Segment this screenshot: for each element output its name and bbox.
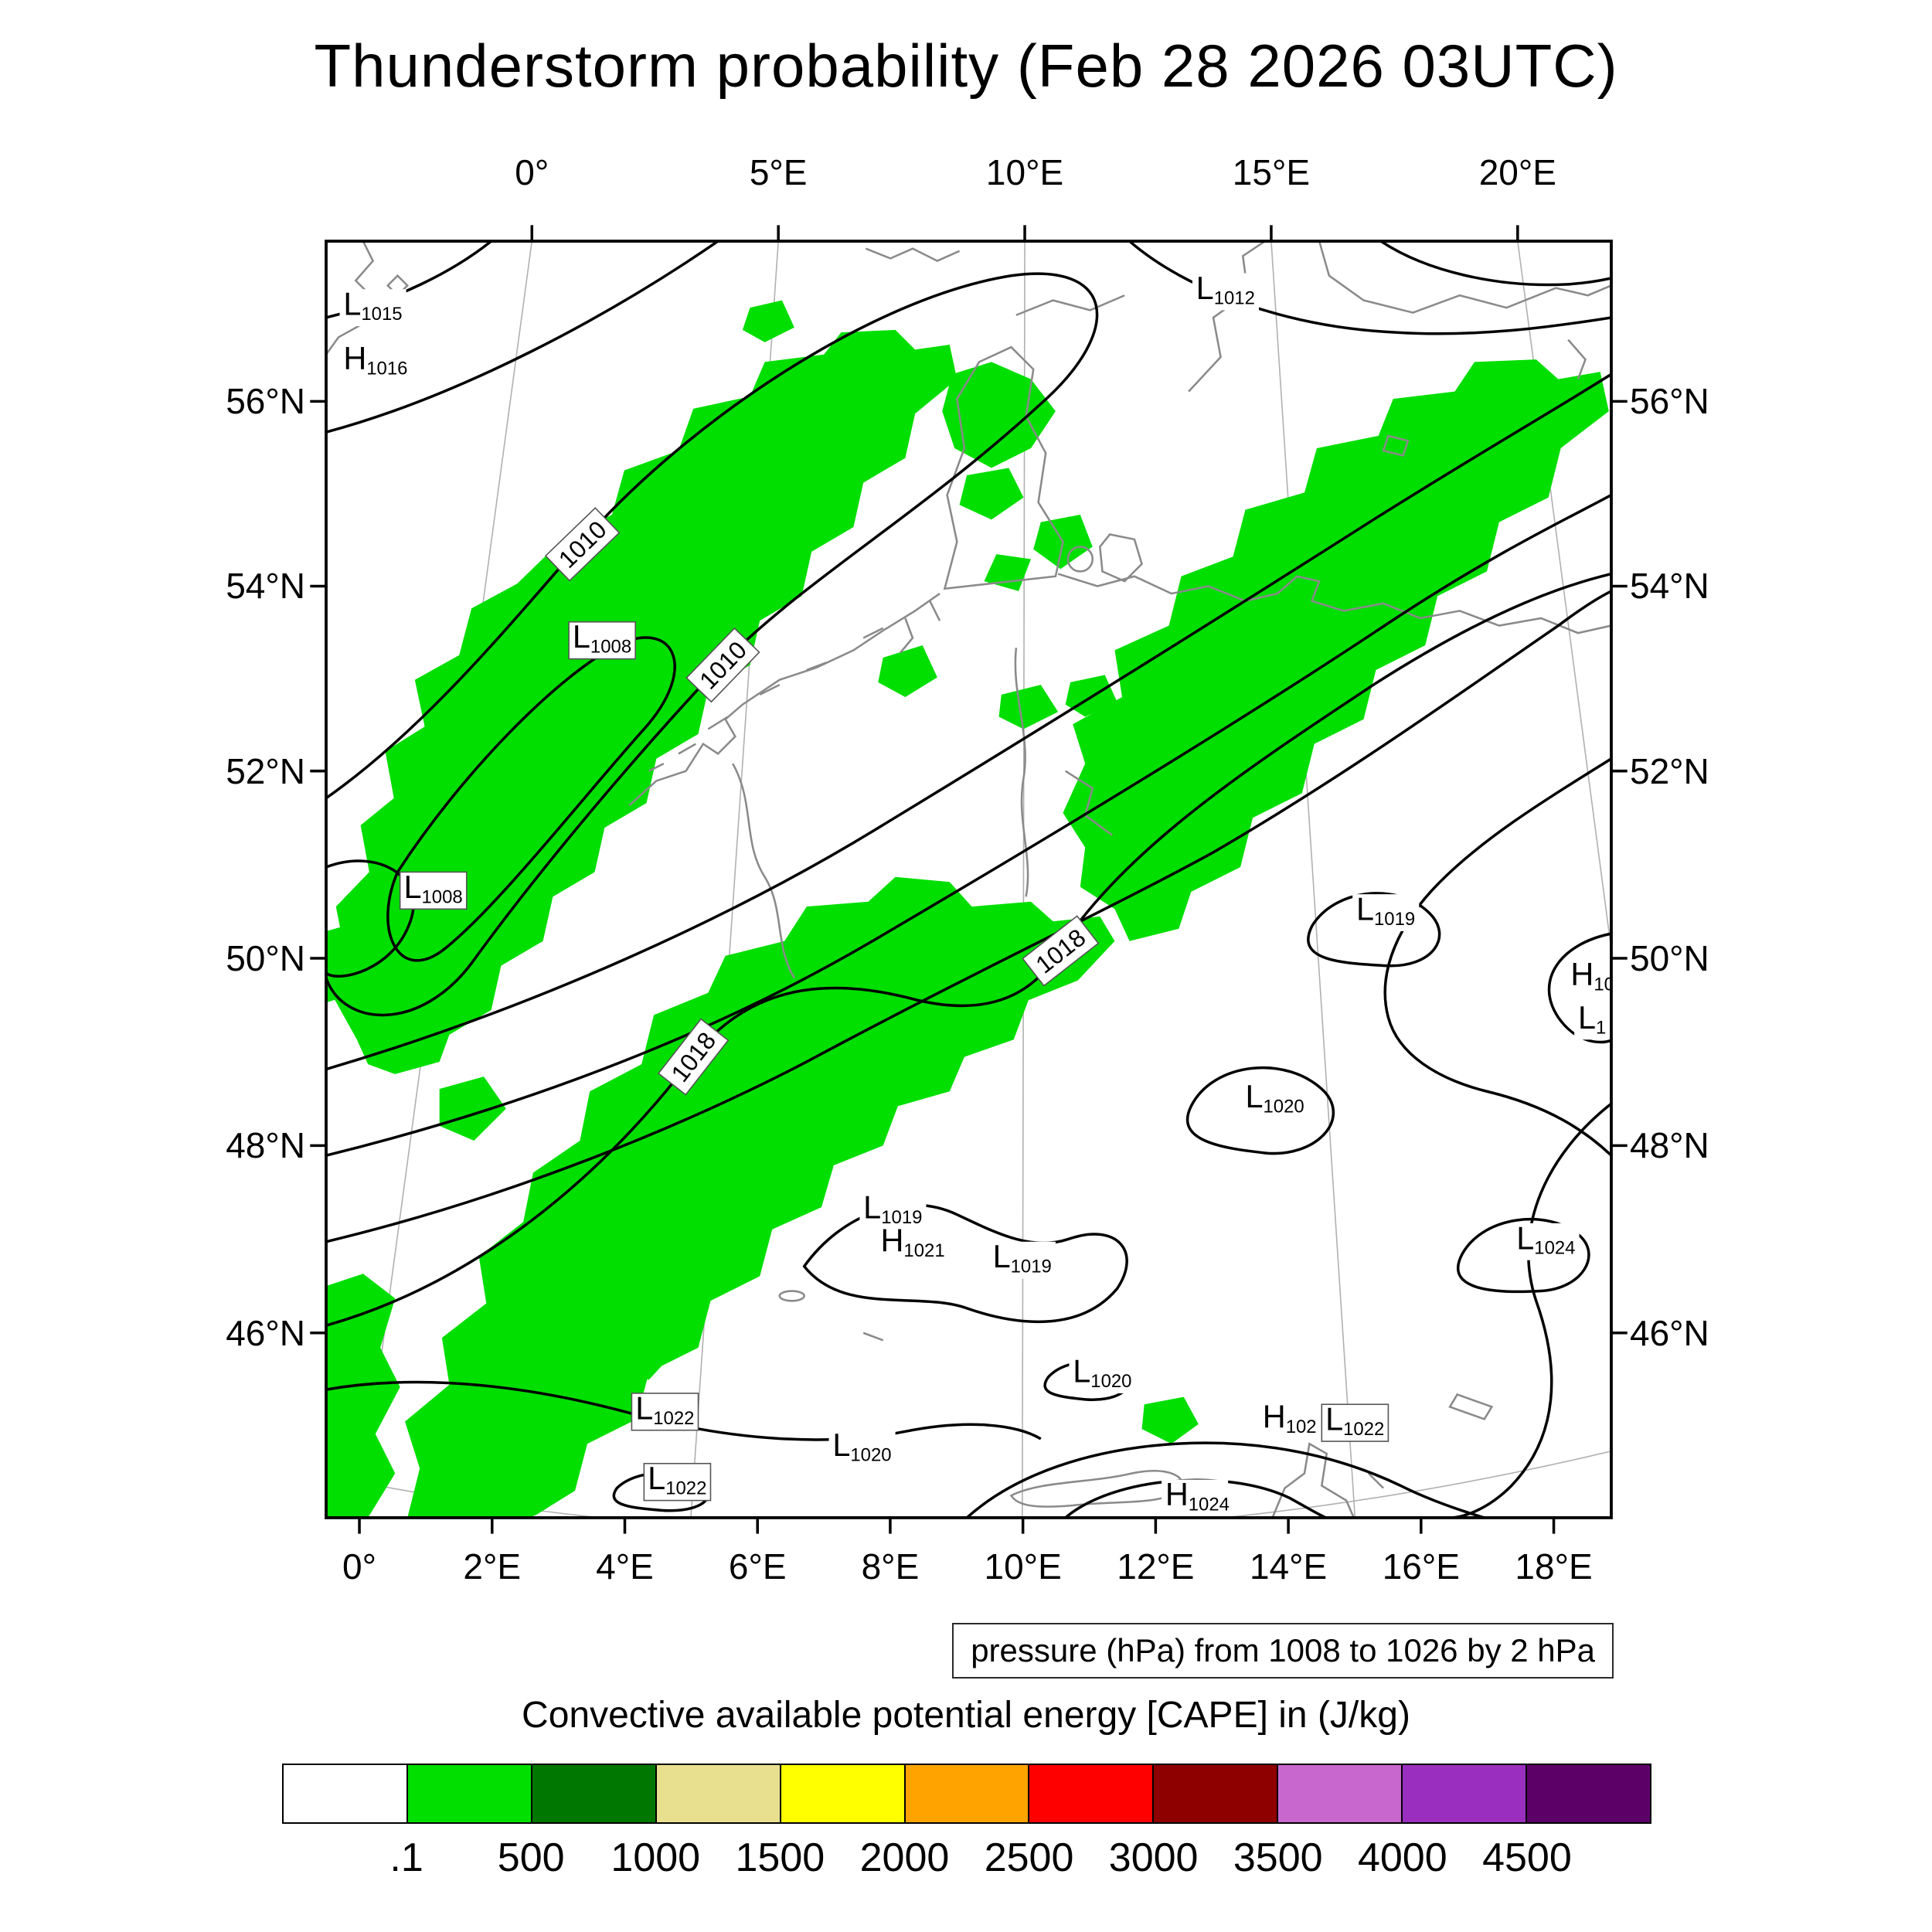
axis-tick-label: 20°E <box>1478 152 1556 192</box>
axis-tick-label: 50°N <box>1630 937 1709 978</box>
pressure-center-label: L1008 <box>399 869 468 910</box>
axis-tick-label: 46°N <box>1630 1312 1709 1353</box>
colorbar-cell <box>905 1765 1030 1822</box>
pressure-center-label: H102 <box>1258 1399 1317 1439</box>
colorbar-cell <box>1403 1765 1528 1822</box>
pressure-center-label: L1019 <box>988 1238 1056 1279</box>
colorbar-cell <box>1527 1765 1650 1822</box>
page-title: Thunderstorm probability (Feb 28 2026 03… <box>314 32 1618 100</box>
colorbar-tick-label: 4000 <box>1357 1835 1447 1880</box>
legend-title: Convective available potential energy [C… <box>522 1695 1410 1736</box>
axis-tick-label: 46°N <box>226 1312 305 1353</box>
pressure-center-label: L1024 <box>1512 1219 1580 1260</box>
colorbar-tick-label: 500 <box>497 1835 565 1880</box>
colorbar-tick-label: 2000 <box>859 1835 950 1880</box>
colorbar-tick-label: 1500 <box>735 1835 825 1880</box>
pressure-center-label: H1016 <box>339 340 407 381</box>
map-frame <box>325 240 1613 1519</box>
axis-tick-label: 48°N <box>1630 1125 1709 1166</box>
axis-tick-label: 12°E <box>1117 1546 1195 1587</box>
colorbar-cell <box>781 1765 906 1822</box>
colorbar-tick-label: .1 <box>389 1835 423 1880</box>
axis-tick-label: 6°E <box>728 1546 787 1587</box>
pressure-center-label: L1015 <box>339 286 406 327</box>
colorbar-cell <box>284 1765 408 1822</box>
pressure-center-label: L1022 <box>643 1460 712 1502</box>
axis-tick-label: 4°E <box>596 1546 654 1587</box>
axis-tick-label: 2°E <box>463 1546 522 1587</box>
axis-tick-label: 8°E <box>861 1546 920 1587</box>
pressure-center-label: L1020 <box>1241 1078 1308 1119</box>
pressure-center-label: L1012 <box>1192 270 1259 311</box>
axis-tick-label: 16°E <box>1382 1546 1460 1587</box>
coastlines <box>326 241 1611 1518</box>
svg-text:L1019: L1019 <box>993 1238 1052 1277</box>
colorbar-cell <box>1154 1765 1279 1822</box>
pressure-center-label: L1020 <box>828 1427 896 1468</box>
pressure-center-label: H1024 <box>1162 1476 1230 1517</box>
axis-tick-label: 15°E <box>1232 152 1311 192</box>
pressure-center-label: L1019 <box>859 1189 927 1230</box>
pressure-center-label: L1019 <box>1352 891 1420 931</box>
colorbar-cell <box>1029 1765 1155 1822</box>
pressure-center-label: L1008 <box>568 618 637 660</box>
axis-tick-label: 5°E <box>749 152 808 192</box>
colorbar-cell <box>532 1765 657 1822</box>
axis-tick-label: 56°N <box>1630 381 1709 422</box>
colorbar-cell <box>1278 1765 1403 1822</box>
axis-tick-label: 18°E <box>1515 1546 1593 1587</box>
colorbar <box>282 1764 1651 1824</box>
pressure-note: pressure (hPa) from 1008 to 1026 by 2 hP… <box>952 1623 1614 1679</box>
axis-tick-label: 0° <box>515 152 549 192</box>
cape-shading-region <box>326 300 1609 1518</box>
axis-tick-label: 48°N <box>226 1125 305 1166</box>
axis-tick-label: 52°N <box>226 750 305 791</box>
axis-tick-label: 10°E <box>985 152 1064 192</box>
colorbar-tick-label: 2500 <box>984 1835 1074 1880</box>
colorbar-tick-label: 3500 <box>1233 1835 1323 1880</box>
pressure-center-label: L1022 <box>1321 1401 1389 1442</box>
axis-tick-label: 52°N <box>1630 750 1709 791</box>
axis-tick-label: 0° <box>342 1546 377 1587</box>
pressure-center-label: H1021 <box>876 1223 945 1263</box>
axis-tick-label: 56°N <box>226 381 305 422</box>
pressure-center-label: L1022 <box>631 1389 699 1431</box>
axis-tick-label: 50°N <box>226 937 305 978</box>
colorbar-labels: .1 500 1000 1500 2000 2500 3000 3500 4000 4500 <box>282 1835 1651 1884</box>
axis-tick-label: 54°N <box>1630 566 1709 607</box>
axis-tick-label: 54°N <box>226 566 305 607</box>
axis-tick-label: 10°E <box>984 1546 1062 1587</box>
colorbar-tick-label: 1000 <box>611 1835 701 1880</box>
colorbar-tick-label: 4500 <box>1482 1835 1572 1880</box>
pressure-center-label: L1 <box>1574 999 1610 1040</box>
colorbar-cell <box>656 1765 781 1822</box>
axis-ticks <box>310 225 1628 1534</box>
colorbar-tick-label: 3000 <box>1108 1835 1199 1880</box>
axis-tick-label: 14°E <box>1249 1546 1328 1587</box>
pressure-center-label: H10 <box>1566 956 1611 997</box>
pressure-center-label: L1020 <box>1069 1353 1136 1393</box>
colorbar-cell <box>407 1765 532 1822</box>
